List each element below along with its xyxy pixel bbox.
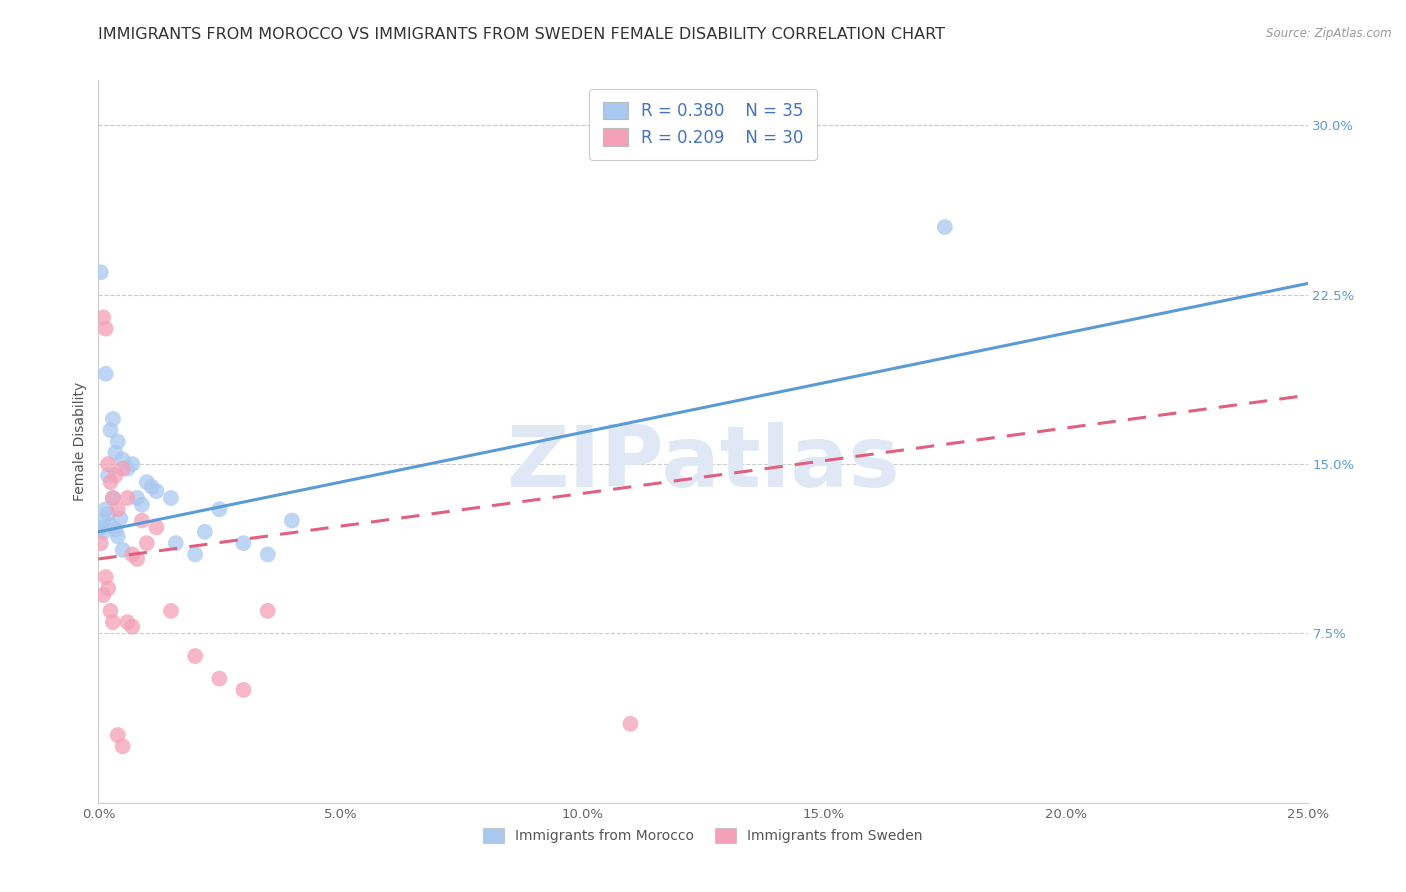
Point xyxy=(101,412,124,426)
Point xyxy=(131,498,153,512)
Point xyxy=(135,475,157,490)
Point xyxy=(91,588,114,602)
Point xyxy=(121,620,143,634)
Point xyxy=(184,548,207,562)
Point xyxy=(135,536,157,550)
Text: IMMIGRANTS FROM MOROCCO VS IMMIGRANTS FROM SWEDEN FEMALE DISABILITY CORRELATION : IMMIGRANTS FROM MOROCCO VS IMMIGRANTS FR… xyxy=(98,27,945,42)
Point xyxy=(111,452,134,467)
Point xyxy=(107,434,129,449)
Text: Source: ZipAtlas.com: Source: ZipAtlas.com xyxy=(1267,27,1392,40)
Point xyxy=(100,518,122,533)
Point xyxy=(94,502,117,516)
Point xyxy=(104,446,127,460)
Point xyxy=(97,468,120,483)
Point xyxy=(127,552,149,566)
Point xyxy=(165,536,187,550)
Point xyxy=(97,457,120,471)
Point xyxy=(194,524,217,539)
Point xyxy=(107,728,129,742)
Point xyxy=(145,520,167,534)
Point xyxy=(107,529,129,543)
Point xyxy=(256,604,278,618)
Text: ZIPatlas: ZIPatlas xyxy=(506,422,900,505)
Point xyxy=(619,716,641,731)
Point xyxy=(281,514,304,528)
Point xyxy=(97,507,120,521)
Point xyxy=(160,604,183,618)
Point xyxy=(101,491,124,505)
Point xyxy=(111,739,134,754)
Point xyxy=(111,542,134,557)
Point xyxy=(208,502,231,516)
Point xyxy=(94,321,117,335)
Point xyxy=(256,548,278,562)
Point xyxy=(104,523,127,537)
Point xyxy=(94,367,117,381)
Point xyxy=(145,484,167,499)
Point xyxy=(90,265,112,279)
Point xyxy=(232,536,254,550)
Point xyxy=(101,491,124,505)
Point xyxy=(117,615,139,630)
Point xyxy=(100,604,122,618)
Point xyxy=(131,514,153,528)
Point xyxy=(108,511,131,525)
Point xyxy=(100,423,122,437)
Point xyxy=(90,520,112,534)
Point xyxy=(232,682,254,697)
Point xyxy=(101,615,124,630)
Point xyxy=(127,491,149,505)
Point xyxy=(111,461,134,475)
Point xyxy=(107,502,129,516)
Point xyxy=(208,672,231,686)
Point xyxy=(91,514,114,528)
Point xyxy=(141,480,163,494)
Point xyxy=(90,536,112,550)
Point xyxy=(100,475,122,490)
Point xyxy=(97,582,120,596)
Point xyxy=(934,220,956,235)
Point xyxy=(91,310,114,325)
Point xyxy=(160,491,183,505)
Point xyxy=(184,648,207,663)
Point xyxy=(117,461,139,475)
Point xyxy=(121,548,143,562)
Point xyxy=(117,491,139,505)
Point xyxy=(121,457,143,471)
Point xyxy=(91,524,114,539)
Legend: Immigrants from Morocco, Immigrants from Sweden: Immigrants from Morocco, Immigrants from… xyxy=(477,822,929,850)
Point xyxy=(94,570,117,584)
Y-axis label: Female Disability: Female Disability xyxy=(73,382,87,501)
Point xyxy=(104,468,127,483)
